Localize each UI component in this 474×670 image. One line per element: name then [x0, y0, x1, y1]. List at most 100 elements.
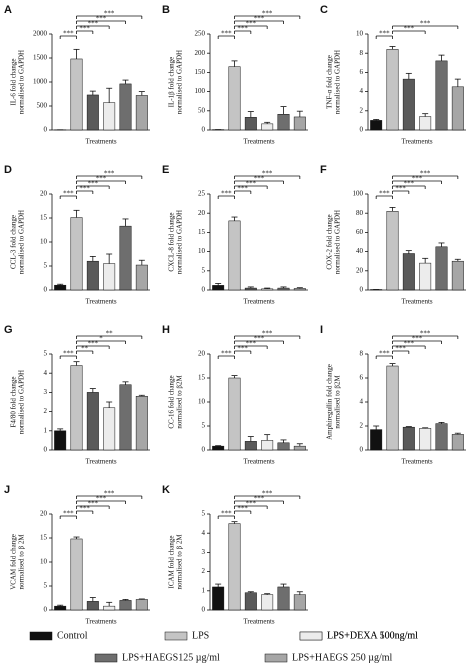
bar — [277, 442, 290, 451]
y-tick-label: 1 — [202, 586, 206, 594]
y-tick-label: 3 — [44, 388, 48, 396]
y-tick-label: 200 — [195, 49, 206, 57]
significance-label: *** — [412, 175, 423, 183]
y-tick-label: 0 — [202, 606, 206, 614]
bar — [103, 102, 116, 131]
significance-label: *** — [221, 190, 232, 198]
significance-label: *** — [379, 350, 390, 358]
significance-label: *** — [404, 180, 415, 188]
y-tick-label: 60 — [356, 228, 364, 236]
bar — [386, 365, 399, 451]
bar — [212, 445, 225, 451]
bar — [419, 262, 432, 291]
bar — [70, 217, 83, 291]
y-axis-label: normalised to GAPDH — [176, 50, 184, 114]
bar — [261, 288, 274, 291]
y-axis-label: CC-16 fold change — [168, 375, 176, 428]
bar — [277, 287, 290, 291]
bar — [402, 426, 415, 451]
bar — [277, 586, 290, 611]
bar — [135, 395, 148, 451]
significance-label: *** — [79, 505, 90, 513]
significance-label: *** — [237, 505, 248, 513]
x-axis-label: Treatments — [401, 138, 433, 146]
y-tick-label: 0 — [202, 446, 206, 454]
y-tick-label: 6 — [360, 68, 364, 76]
significance-label: *** — [379, 190, 390, 198]
panel-letter: D — [4, 164, 12, 176]
y-axis-label: CCL-3 fold change — [10, 215, 18, 269]
y-tick-label: 150 — [195, 68, 206, 76]
y-axis-label: TNF-α fold change — [326, 55, 334, 109]
legend-swatch — [29, 631, 53, 641]
bar — [54, 430, 67, 451]
significance-label: *** — [262, 10, 273, 18]
y-tick-label: 0 — [202, 126, 206, 134]
bar — [70, 58, 83, 131]
y-tick-label: 15 — [40, 214, 48, 222]
significance-label: *** — [404, 340, 415, 348]
y-tick-label: 100 — [353, 190, 364, 198]
legend-swatch — [94, 653, 118, 663]
significance-label: * — [99, 335, 103, 343]
significance-label: *** — [104, 490, 115, 498]
y-axis-label: VCAM fold change — [10, 534, 18, 590]
bar — [86, 94, 99, 131]
bar — [212, 285, 225, 291]
legend-label: LPS — [192, 630, 209, 641]
bar — [402, 253, 415, 291]
significance-label: *** — [412, 335, 423, 343]
significance-label: *** — [254, 335, 265, 343]
y-tick-label: 4 — [360, 398, 364, 406]
y-tick-label: 5 — [202, 422, 206, 430]
bar — [119, 600, 132, 611]
y-tick-label: 250 — [195, 30, 206, 38]
bar — [70, 538, 83, 611]
y-tick-label: 2 — [360, 422, 364, 430]
bar — [293, 594, 306, 611]
y-axis-label: normalised to β 2M — [18, 534, 26, 590]
significance-label: *** — [254, 175, 265, 183]
bar — [386, 211, 399, 291]
y-axis-label: normalised to GAPDH — [176, 210, 184, 274]
bar — [228, 523, 241, 611]
significance-label: *** — [221, 30, 232, 38]
legend-swatch — [264, 653, 288, 663]
y-tick-label: 10 — [40, 238, 48, 246]
bar — [402, 78, 415, 131]
y-tick-label: 80 — [356, 209, 364, 217]
bar — [228, 377, 241, 451]
y-tick-label: 15 — [198, 374, 206, 382]
panel-letter: F — [320, 164, 327, 176]
bar — [370, 120, 383, 131]
significance-label: *** — [420, 20, 431, 28]
y-tick-label: 6 — [360, 374, 364, 382]
bar — [261, 594, 274, 611]
y-tick-label: 4 — [360, 87, 364, 95]
bar — [451, 434, 464, 451]
x-axis-label: Treatments — [85, 138, 117, 146]
legend-label: LPS+HAEGS 250 µg/ml — [292, 652, 393, 663]
y-tick-label: 0 — [360, 286, 364, 294]
y-tick-label: 2000 — [33, 30, 48, 38]
y-tick-label: 20 — [40, 190, 48, 198]
bar — [103, 407, 116, 451]
y-axis-label: IL-6 fold change — [10, 58, 18, 105]
significance-label: *** — [221, 350, 232, 358]
panel-letter: J — [4, 484, 10, 496]
x-axis-label: Treatments — [243, 618, 275, 626]
significance-label: *** — [88, 20, 99, 28]
panel-letter: C — [320, 4, 328, 16]
legend-swatch — [164, 631, 188, 641]
x-axis-label: Treatments — [243, 458, 275, 466]
y-tick-label: 1 — [44, 426, 48, 434]
bar — [135, 95, 148, 131]
y-tick-label: 8 — [360, 350, 364, 358]
significance-label: ** — [81, 345, 89, 353]
y-axis-label: normalised to GAPDH — [334, 210, 342, 274]
panel-letter: I — [320, 324, 323, 336]
y-tick-label: 5 — [44, 582, 48, 590]
bar — [119, 83, 132, 131]
significance-label: *** — [96, 495, 107, 503]
y-axis-label: ICAM fold change — [168, 536, 176, 589]
